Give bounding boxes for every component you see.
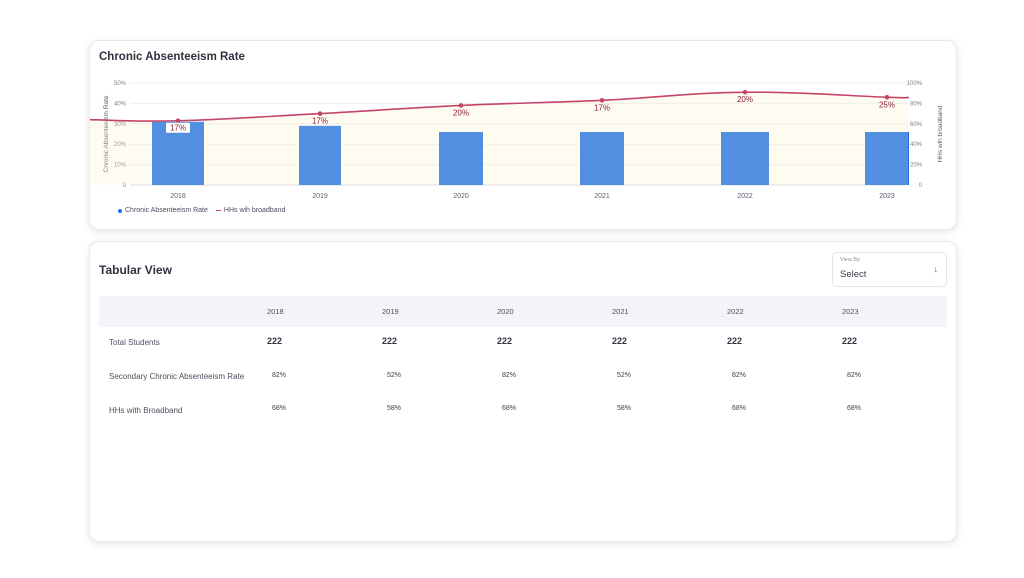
- table-cell: 222: [842, 336, 858, 346]
- y-tick-label: 0: [123, 183, 127, 189]
- arrow-down-icon: ↓: [933, 264, 939, 274]
- table-cell: 82%: [272, 372, 287, 379]
- table-cell: 82%: [732, 372, 747, 379]
- y-tick-label: 40%: [114, 101, 127, 107]
- column-header: 2018: [267, 307, 284, 316]
- table-cell: 68%: [502, 405, 517, 412]
- chart-title: Chronic Absenteeism Rate: [99, 51, 245, 63]
- table-cell: 68%: [847, 405, 862, 412]
- y-right-axis-title: HHs wih broadband: [937, 105, 944, 162]
- table-cell: 58%: [617, 405, 632, 412]
- data-label: 17%: [594, 103, 610, 112]
- table-cell: 222: [497, 336, 513, 346]
- y-right-tick-label: 40%: [910, 142, 923, 148]
- bar: [299, 125, 341, 185]
- y-tick-label: 20%: [114, 142, 127, 148]
- row-label: Secondary Chronic Absenteeism Rate: [109, 372, 245, 381]
- table-cell: 222: [267, 336, 283, 346]
- line-point: [742, 89, 748, 95]
- column-header: 2019: [382, 307, 399, 316]
- data-label: 25%: [879, 100, 895, 109]
- table-cell: 82%: [502, 372, 517, 379]
- bar: [865, 131, 909, 185]
- y-right-tick-label: 60%: [910, 122, 923, 128]
- data-label: 20%: [453, 108, 469, 117]
- line-area: [90, 92, 909, 185]
- row-label: Total Students: [109, 338, 160, 347]
- bar: [721, 131, 769, 185]
- data-label: 20%: [737, 95, 753, 104]
- y-right-tick-label: 0: [919, 183, 923, 189]
- x-tick-label: 2021: [594, 193, 610, 200]
- x-tick-label: 2018: [170, 193, 186, 200]
- column-header: 2021: [612, 307, 629, 316]
- legend-item-absenteeism[interactable]: Chronic Absenteeism Rate: [118, 207, 208, 214]
- legend-dash-icon: [215, 209, 221, 212]
- y-right-tick-label: 100%: [907, 81, 923, 87]
- column-header: 2020: [497, 307, 514, 316]
- line-point: [884, 94, 890, 100]
- chart-card: Chronic Absenteeism Rate 0 0 10% 20% 20% 40% 3…: [89, 40, 957, 230]
- table-cell: 222: [612, 336, 628, 346]
- bar: [580, 131, 624, 185]
- view-by-value: Select: [840, 269, 867, 280]
- table-cell: 68%: [272, 405, 287, 412]
- chart-legend: Chronic Absenteeism Rate HHs wih broadba…: [118, 207, 285, 214]
- view-by-select[interactable]: View By Select ↓: [832, 252, 947, 287]
- table-title: Tabular View: [99, 263, 172, 277]
- line-point: [317, 111, 323, 116]
- data-label: 17%: [170, 124, 186, 133]
- view-by-label: View By: [840, 257, 860, 263]
- y-tick-label: 30%: [114, 122, 127, 128]
- table-cell: 222: [382, 336, 398, 346]
- legend-item-broadband[interactable]: HHs wih broadband: [215, 207, 286, 214]
- broadband-line: [90, 91, 909, 122]
- x-tick-label: 2019: [312, 193, 328, 200]
- data-label: 17%: [312, 117, 328, 126]
- legend-label-broadband: HHs wih broadband: [223, 207, 286, 214]
- table-cell: 52%: [617, 372, 632, 379]
- table-cell: 68%: [732, 405, 747, 412]
- x-tick-label: 2023: [879, 193, 895, 200]
- data-label-bg: [166, 122, 190, 133]
- table-cell: 222: [727, 336, 743, 346]
- column-header: 2023: [842, 307, 859, 316]
- table-cell: 82%: [847, 372, 862, 379]
- column-header: 2022: [727, 307, 744, 316]
- y-axis-title: Chronic Absenteeism Rate: [103, 95, 110, 172]
- x-tick-label: 2020: [453, 193, 469, 200]
- bar: [439, 131, 483, 185]
- line-point: [458, 103, 464, 108]
- legend-label-absenteeism: Chronic Absenteeism Rate: [125, 207, 208, 214]
- chart-svg: 0 0 10% 20% 20% 40% 30% 60% 40% 80% 50% 100% Chronic…: [90, 81, 944, 200]
- y-tick-label: 10%: [114, 163, 127, 169]
- y-tick-label: 50%: [114, 81, 127, 87]
- table-cell: 52%: [387, 372, 402, 379]
- line-point: [175, 118, 181, 124]
- table-card: Tabular View View By Select ↓ 2018 2019 …: [89, 241, 957, 542]
- y-right-tick-label: 80%: [910, 101, 923, 107]
- table-cell: 58%: [387, 405, 402, 412]
- x-tick-label: 2022: [737, 193, 753, 200]
- line-point: [599, 98, 605, 103]
- y-right-tick-label: 20%: [910, 163, 923, 169]
- row-label: HHs with Broadband: [109, 406, 183, 415]
- table-header: 2018 2019 2020 2021 2022 2023: [99, 296, 947, 327]
- legend-dot-icon: [118, 208, 122, 213]
